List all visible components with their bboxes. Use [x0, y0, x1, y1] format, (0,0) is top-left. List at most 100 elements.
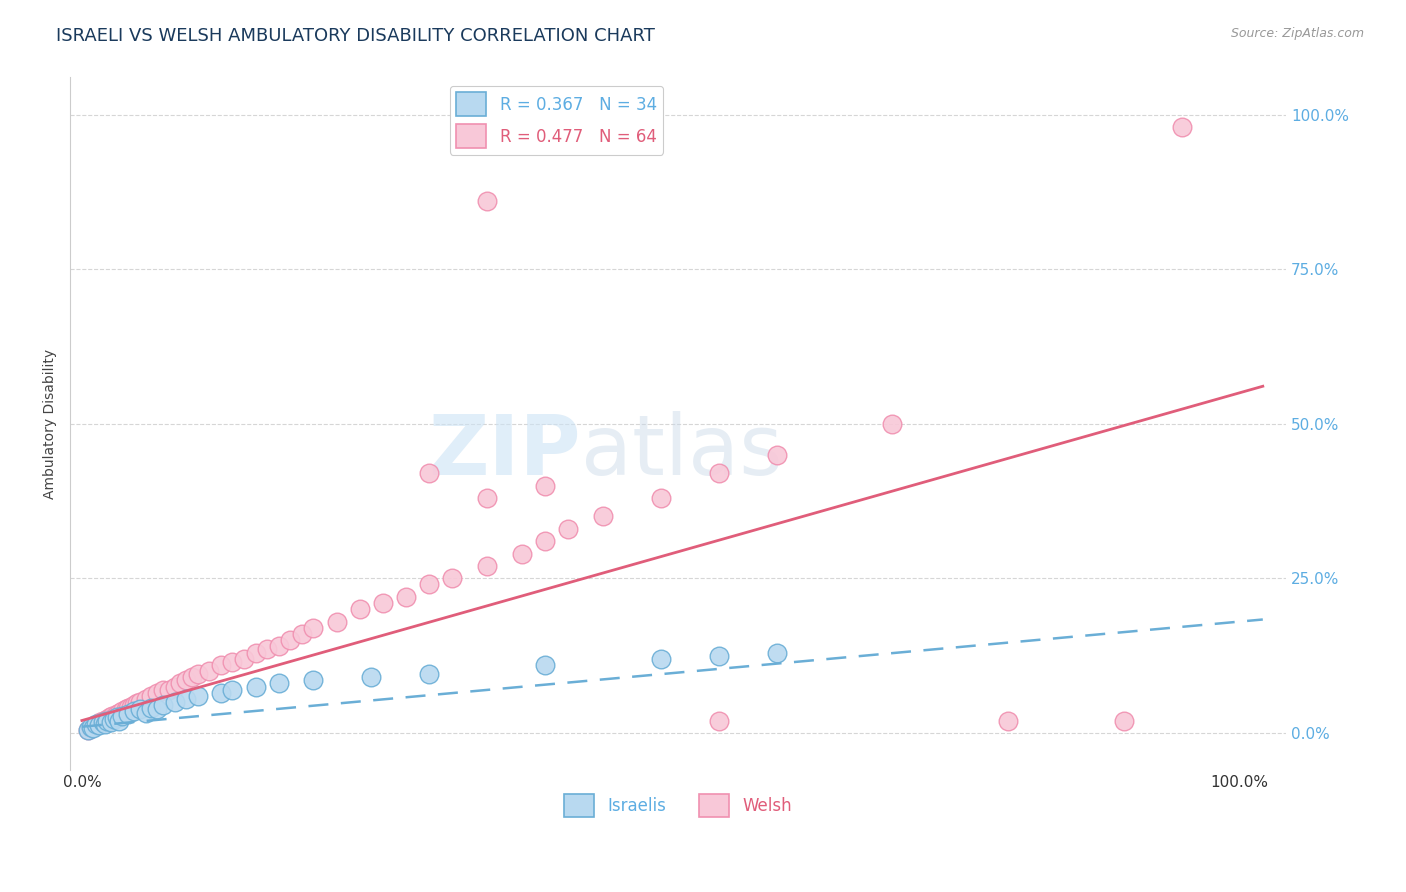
- Point: [302, 621, 325, 635]
- Point: [115, 702, 138, 716]
- Point: [127, 696, 149, 710]
- Point: [221, 682, 243, 697]
- Point: [209, 657, 232, 672]
- Point: [169, 676, 191, 690]
- Point: [120, 700, 142, 714]
- Point: [117, 707, 139, 722]
- Point: [108, 706, 131, 720]
- Point: [650, 491, 672, 505]
- Point: [209, 686, 232, 700]
- Text: ZIP: ZIP: [429, 411, 581, 491]
- Text: atlas: atlas: [581, 411, 783, 491]
- Point: [221, 655, 243, 669]
- Point: [650, 651, 672, 665]
- Point: [152, 682, 174, 697]
- Point: [122, 698, 145, 712]
- Point: [534, 657, 557, 672]
- Point: [174, 673, 197, 688]
- Point: [233, 651, 256, 665]
- Point: [592, 509, 614, 524]
- Point: [302, 673, 325, 688]
- Point: [141, 701, 163, 715]
- Point: [256, 642, 278, 657]
- Point: [89, 718, 111, 732]
- Point: [100, 714, 122, 729]
- Point: [349, 602, 371, 616]
- Point: [163, 680, 186, 694]
- Point: [441, 571, 464, 585]
- Point: [141, 689, 163, 703]
- Point: [278, 633, 301, 648]
- Point: [707, 466, 730, 480]
- Text: Source: ZipAtlas.com: Source: ZipAtlas.com: [1230, 27, 1364, 40]
- Point: [94, 716, 117, 731]
- Point: [475, 491, 498, 505]
- Point: [91, 714, 114, 728]
- Point: [108, 714, 131, 728]
- Point: [291, 627, 314, 641]
- Point: [135, 692, 157, 706]
- Point: [557, 522, 579, 536]
- Point: [475, 194, 498, 208]
- Point: [89, 714, 111, 729]
- Point: [163, 695, 186, 709]
- Point: [105, 710, 128, 724]
- Point: [105, 707, 128, 722]
- Point: [1171, 120, 1194, 134]
- Point: [174, 692, 197, 706]
- Point: [111, 704, 134, 718]
- Point: [267, 640, 290, 654]
- Point: [371, 596, 394, 610]
- Point: [103, 712, 125, 726]
- Point: [82, 720, 104, 734]
- Point: [325, 615, 347, 629]
- Point: [997, 714, 1019, 728]
- Point: [475, 558, 498, 573]
- Point: [198, 664, 221, 678]
- Point: [510, 547, 533, 561]
- Point: [128, 695, 150, 709]
- Point: [180, 670, 202, 684]
- Point: [360, 670, 382, 684]
- Point: [157, 682, 180, 697]
- Point: [146, 702, 169, 716]
- Point: [84, 718, 107, 732]
- Point: [76, 723, 98, 737]
- Point: [534, 534, 557, 549]
- Point: [146, 686, 169, 700]
- Point: [395, 590, 418, 604]
- Point: [94, 714, 117, 729]
- Point: [267, 676, 290, 690]
- Point: [82, 721, 104, 735]
- Point: [117, 701, 139, 715]
- Point: [84, 716, 107, 731]
- Point: [76, 723, 98, 737]
- Point: [245, 680, 267, 694]
- Point: [135, 706, 157, 720]
- Point: [96, 714, 118, 728]
- Point: [122, 704, 145, 718]
- Text: ISRAELI VS WELSH AMBULATORY DISABILITY CORRELATION CHART: ISRAELI VS WELSH AMBULATORY DISABILITY C…: [56, 27, 655, 45]
- Y-axis label: Ambulatory Disability: Ambulatory Disability: [44, 349, 58, 499]
- Point: [103, 710, 125, 724]
- Point: [87, 716, 110, 731]
- Point: [152, 698, 174, 712]
- Point: [418, 667, 440, 681]
- Point: [707, 648, 730, 663]
- Point: [707, 714, 730, 728]
- Point: [80, 721, 103, 735]
- Point: [245, 646, 267, 660]
- Point: [128, 702, 150, 716]
- Point: [187, 667, 209, 681]
- Point: [765, 646, 787, 660]
- Point: [80, 720, 103, 734]
- Point: [91, 714, 114, 729]
- Point: [534, 478, 557, 492]
- Point: [418, 466, 440, 480]
- Legend: Israelis, Welsh: Israelis, Welsh: [557, 787, 799, 824]
- Point: [882, 417, 904, 431]
- Point: [765, 448, 787, 462]
- Point: [101, 708, 124, 723]
- Point: [98, 710, 121, 724]
- Point: [96, 712, 118, 726]
